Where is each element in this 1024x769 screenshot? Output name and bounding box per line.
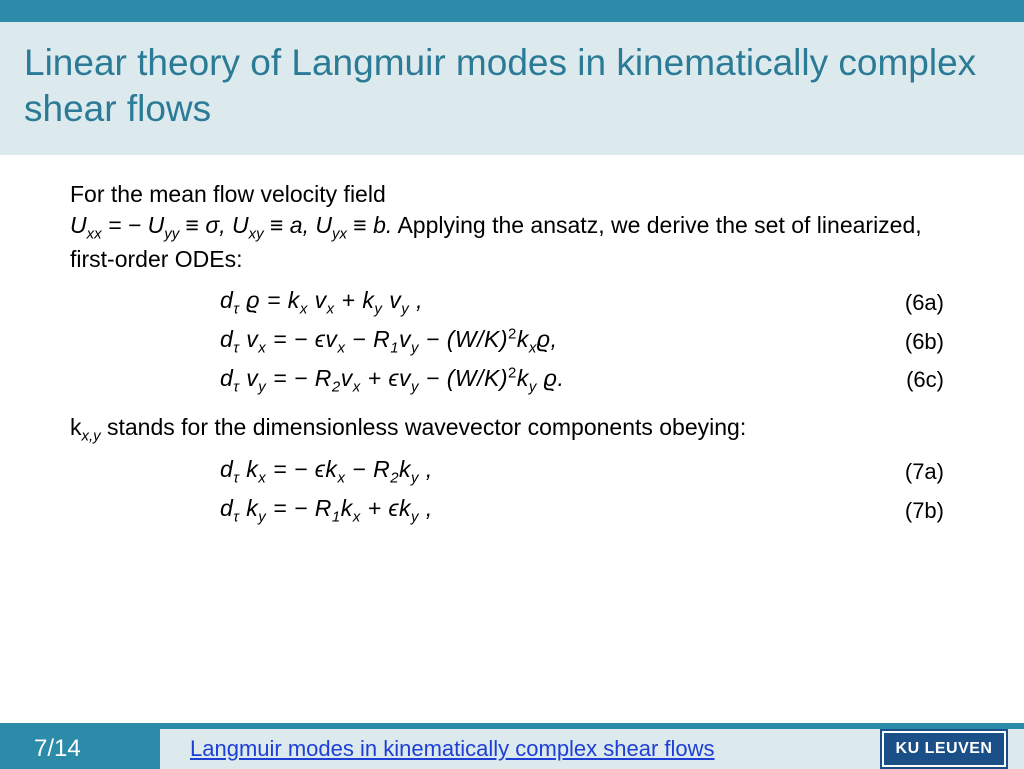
brand-bar	[0, 0, 1024, 22]
kuleuven-logo: KU LEUVEN	[882, 731, 1007, 767]
equation-row: dτ vy = − R2vx + ϵvy − (W/K)2ky ϱ. (6c)	[70, 363, 954, 398]
equation-label: (6b)	[905, 327, 954, 357]
footer-link[interactable]: Langmuir modes in kinematically complex …	[190, 736, 715, 762]
equation-row: dτ ϱ = kx vx + ky vy , (6a)	[70, 285, 954, 320]
equation-formula: dτ vy = − R2vx + ϵvy − (W/K)2ky ϱ.	[220, 363, 564, 398]
intro-line1: For the mean flow velocity field	[70, 181, 386, 207]
slide-title: Linear theory of Langmuir modes in kinem…	[24, 40, 1000, 133]
equation-formula: dτ kx = − ϵkx − R2ky ,	[220, 454, 433, 489]
equation-label: (6a)	[905, 288, 954, 318]
equation-row: dτ ky = − R1kx + ϵky , (7b)	[70, 493, 954, 528]
equation-formula: dτ ϱ = kx vx + ky vy ,	[220, 285, 423, 320]
mid-text: kx,y stands for the dimensionless waveve…	[70, 412, 954, 447]
equation-row: dτ kx = − ϵkx − R2ky , (7a)	[70, 454, 954, 489]
equation-row: dτ vx = − ϵvx − R1vy − (W/K)2kxϱ, (6b)	[70, 324, 954, 359]
equation-formula: dτ ky = − R1kx + ϵky ,	[220, 493, 433, 528]
equation-formula: dτ vx = − ϵvx − R1vy − (W/K)2kxϱ,	[220, 324, 558, 359]
equation-label: (7b)	[905, 496, 954, 526]
equation-group-7: dτ kx = − ϵkx − R2ky , (7a) dτ ky = − R1kx…	[70, 454, 954, 528]
title-block: Linear theory of Langmuir modes in kinem…	[0, 22, 1024, 155]
equation-group-6: dτ ϱ = kx vx + ky vy , (6a) dτ vx = − ϵvx …	[70, 285, 954, 397]
equation-label: (6c)	[906, 365, 954, 395]
intro-defs: Uxx = − Uyy ≡ σ, Uxy ≡ a, Uyx ≡ b.	[70, 212, 392, 238]
equation-label: (7a)	[905, 457, 954, 487]
intro-text: For the mean flow velocity field Uxx = −…	[70, 179, 954, 276]
slide-body: For the mean flow velocity field Uxx = −…	[0, 155, 1024, 542]
logo-container: KU LEUVEN	[864, 729, 1024, 769]
footer: 7/14 Langmuir modes in kinematically com…	[0, 729, 1024, 769]
page-number: 7/14	[0, 729, 160, 769]
footer-main: Langmuir modes in kinematically complex …	[160, 729, 864, 769]
